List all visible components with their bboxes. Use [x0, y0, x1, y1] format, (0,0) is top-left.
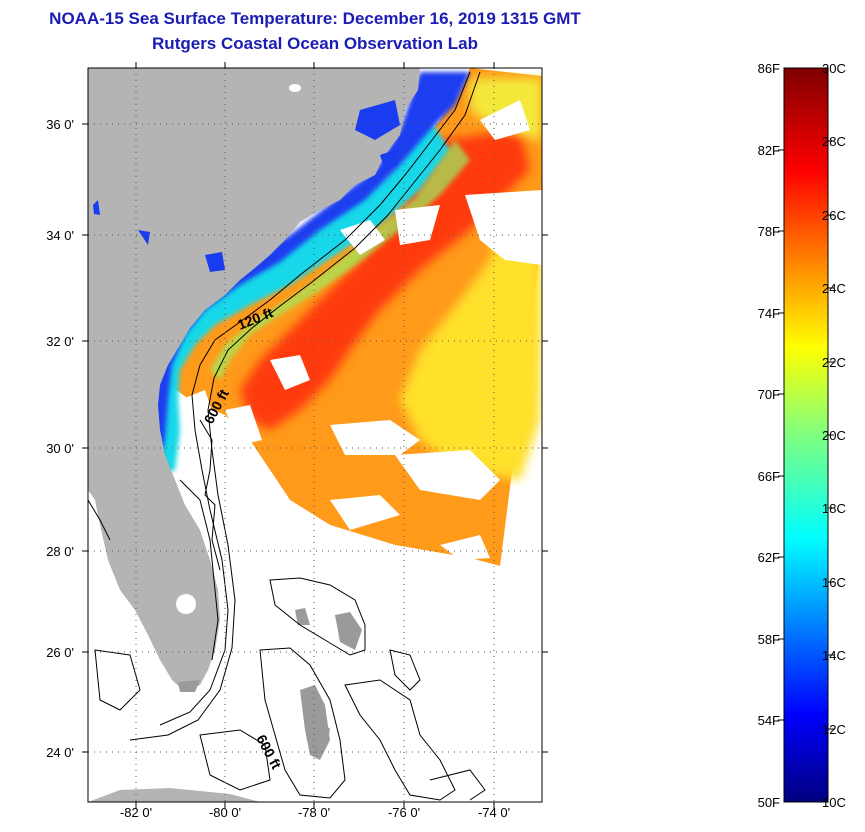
- lat-tick-label: 30 0': [46, 441, 74, 456]
- lat-tick-label: 36 0': [46, 117, 74, 132]
- sst-coastal-blue: [148, 72, 470, 470]
- colorbar-f-label: 50F: [757, 795, 780, 810]
- colorbar-c-label: 16C: [822, 575, 846, 590]
- colorbar-c-label: 26C: [822, 208, 846, 223]
- colorbar-c-label: 12C: [822, 722, 846, 737]
- map-subtitle: Rutgers Coastal Ocean Observation Lab: [152, 34, 478, 53]
- colorbar-f-label: 62F: [757, 550, 780, 565]
- land-us-east-coast: [88, 68, 420, 692]
- colorbar-c-label: 18C: [822, 501, 846, 516]
- colorbar-f-label: 82F: [757, 143, 780, 158]
- lat-tick-label: 26 0': [46, 645, 74, 660]
- land-no-data: [176, 84, 301, 614]
- colorbar-f-label: 86F: [757, 61, 780, 76]
- colorbar-c-label: 30C: [822, 61, 846, 76]
- lat-tick-label: 24 0': [46, 745, 74, 760]
- inland-water: [93, 100, 400, 272]
- lat-tick-label: 32 0': [46, 334, 74, 349]
- graticule: [88, 68, 542, 802]
- colorbar-c-label: 10C: [822, 795, 846, 810]
- colorbar-f-label: 54F: [757, 713, 780, 728]
- lon-tick-label: -74 0': [477, 805, 511, 820]
- colorbar-c-label: 22C: [822, 355, 846, 370]
- sst-green-band: [210, 140, 470, 380]
- map-area: [88, 68, 542, 802]
- lon-tick-label: -78 0': [297, 805, 331, 820]
- map-frame: [87, 67, 543, 803]
- colorbar-f-label: 66F: [757, 469, 780, 484]
- colorbar-f-label: 78F: [757, 224, 780, 239]
- sst-warm-core: [240, 130, 530, 430]
- colorbar-c-label: 14C: [822, 648, 846, 663]
- colorbar-f-label: 70F: [757, 387, 780, 402]
- colorbar-f-label: 58F: [757, 632, 780, 647]
- colorbar-c-label: 28C: [822, 134, 846, 149]
- colorbar-c-label: 24C: [822, 281, 846, 296]
- colorbar-f-label: 74F: [757, 306, 780, 321]
- map-title: NOAA-15 Sea Surface Temperature: Decembe…: [49, 9, 581, 28]
- colorbar-c-label: 20C: [822, 428, 846, 443]
- sst-yellow-region: [400, 200, 542, 480]
- no-data-region: [88, 440, 542, 802]
- colorbar: [783, 67, 829, 803]
- contour-120ft: [159, 71, 471, 726]
- sst-coastal-cyan: [150, 120, 450, 475]
- frame-ticks: [82, 62, 548, 808]
- lat-tick-label: 28 0': [46, 544, 74, 559]
- land-cuba: [88, 788, 260, 802]
- colorbar-ticks: [778, 140, 834, 730]
- land-bahamas: [178, 608, 362, 760]
- lon-tick-label: -80 0': [208, 805, 242, 820]
- cloud-patches: [180, 100, 542, 560]
- lon-tick-label: -76 0': [387, 805, 421, 820]
- lon-tick-label: -82 0': [119, 805, 153, 820]
- lat-tick-label: 34 0': [46, 228, 74, 243]
